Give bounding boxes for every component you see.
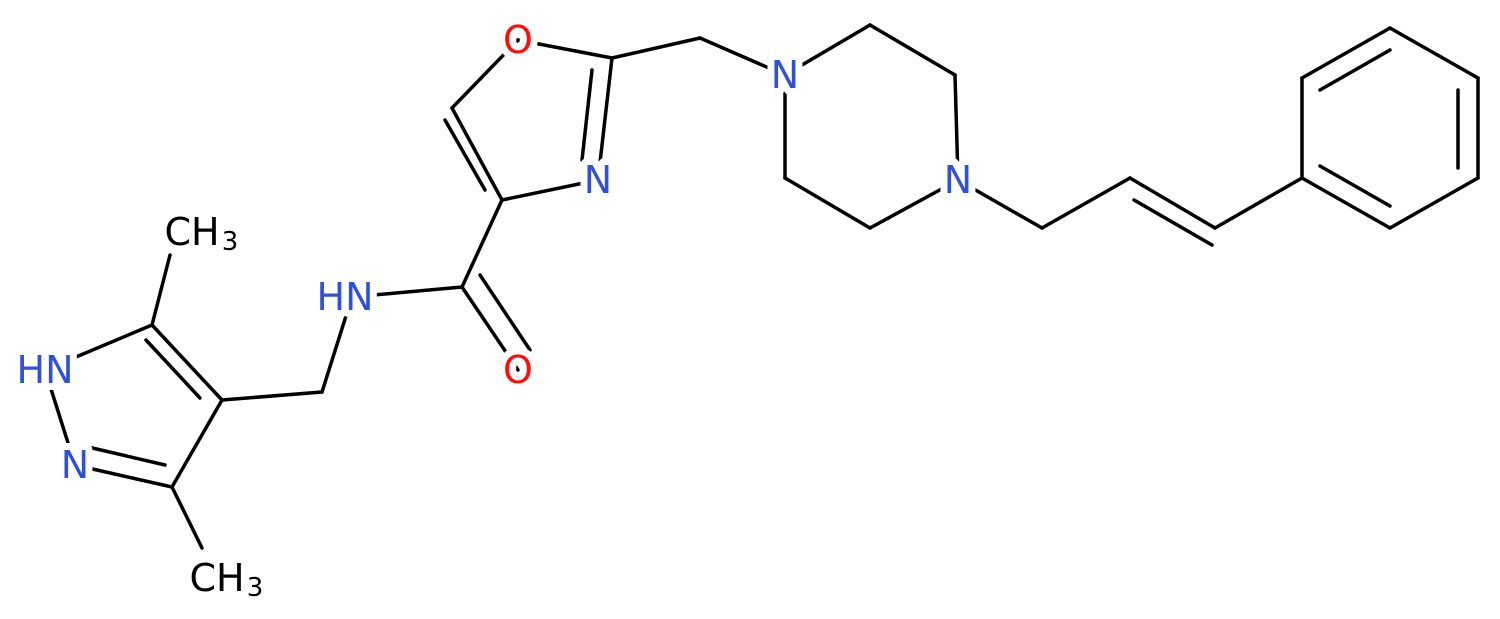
atom-label: HN bbox=[17, 348, 74, 392]
atom-subscript: 3 bbox=[222, 227, 239, 257]
bonds bbox=[43, 23, 1480, 550]
atom-label: CH bbox=[189, 556, 244, 600]
atom-label: N bbox=[61, 443, 89, 487]
atom-subscript: 3 bbox=[247, 573, 264, 603]
atom-label: CH bbox=[164, 210, 219, 254]
atom-label: N bbox=[584, 158, 612, 202]
atom-label: N bbox=[771, 53, 799, 97]
atom-label: N bbox=[944, 158, 972, 202]
atom-label: O bbox=[503, 18, 533, 62]
atom-labels: O N N N HN O CH 3 HN N CH 3 bbox=[10, 11, 980, 610]
atom-label: O bbox=[503, 348, 533, 392]
atom-label: HN bbox=[317, 275, 374, 319]
